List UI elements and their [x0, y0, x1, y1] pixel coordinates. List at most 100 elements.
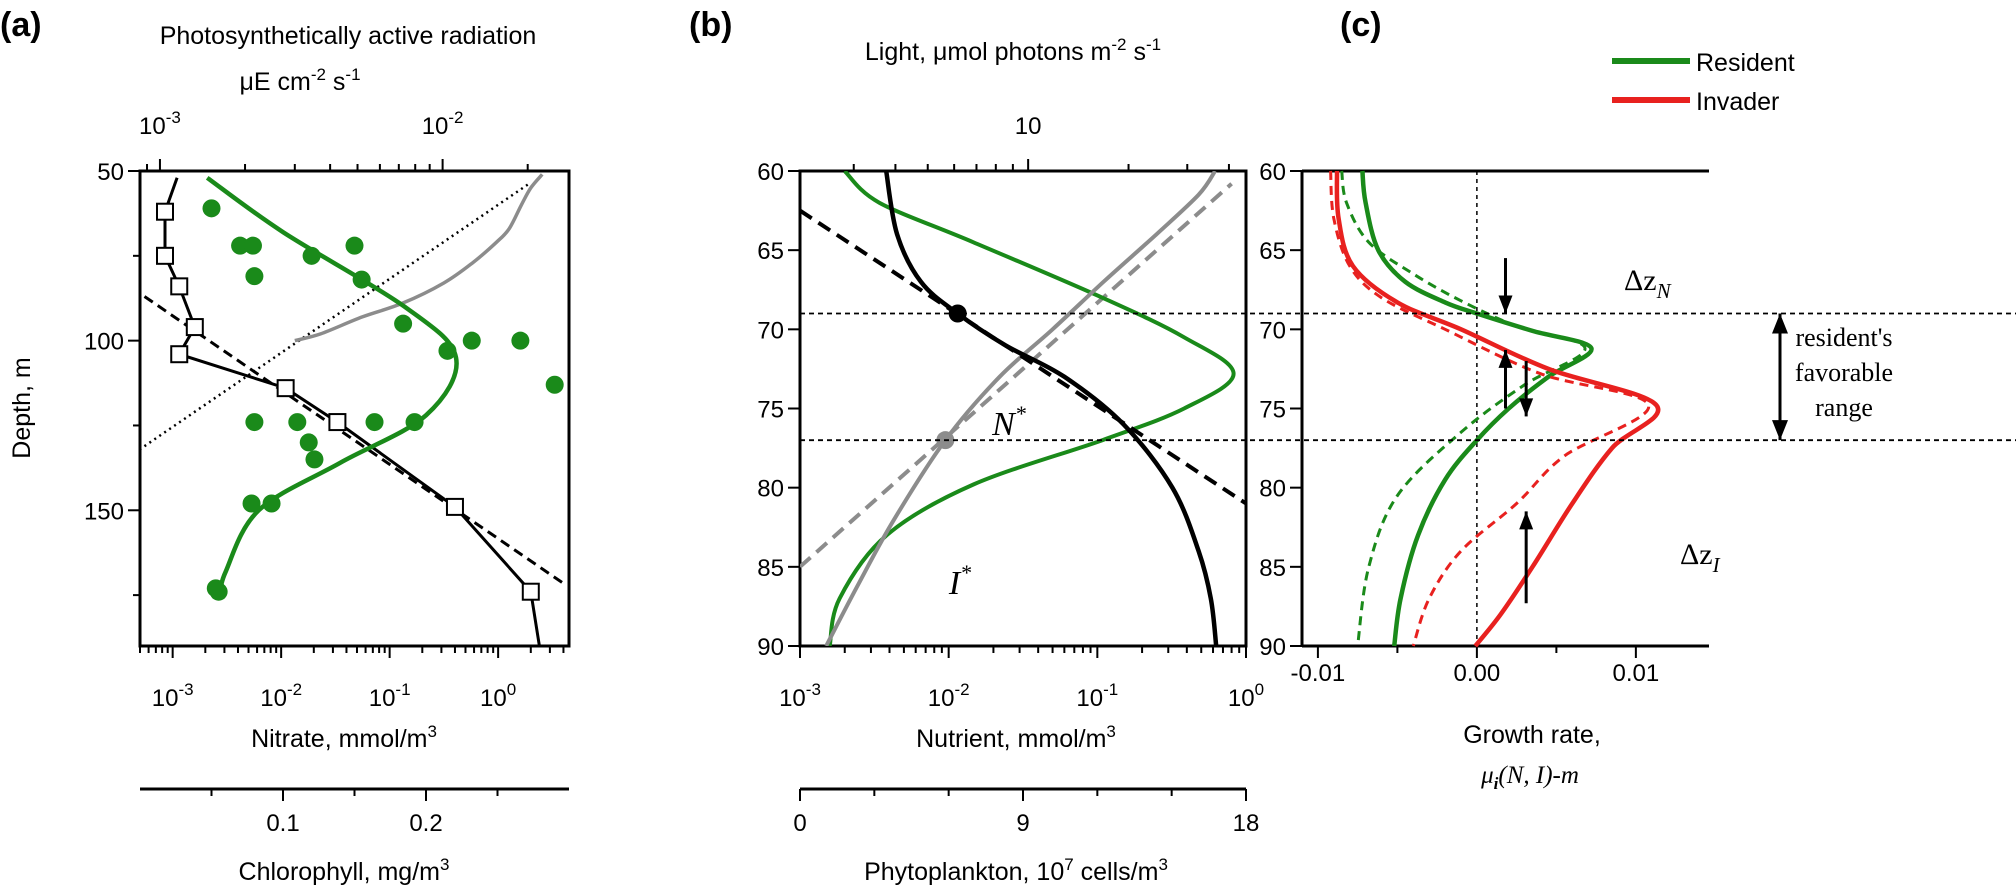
nitrate-point: [156, 246, 175, 265]
panel-a-chlorophyll-label: Chlorophyll, mg/m3: [239, 855, 450, 886]
par-tick-label: 10-3: [139, 108, 181, 140]
chlorophyll-point: [243, 236, 262, 255]
range-label-line2: favorable: [1795, 358, 1893, 387]
chlorophyll-point: [299, 433, 318, 452]
nutrient-tick-label: 100: [1228, 680, 1264, 712]
dz-i-arrow-down-head: [1519, 398, 1534, 417]
depth-tick-label: 60: [1259, 159, 1286, 186]
favorable-range-arrow: [1772, 313, 1788, 441]
panel-c-growth-ticks: -0.01 0.00 0.01: [1291, 646, 1660, 687]
dz-n-label: ΔzN: [1624, 264, 1672, 303]
depth-tick-label: 85: [1259, 555, 1286, 582]
depth-tick-label: 65: [1259, 238, 1286, 265]
chlorophyll-point: [405, 413, 424, 432]
panel-c-depth-ticks: 60 65 70 75 80 85 90: [1259, 159, 1302, 661]
dz-i-arrow-up: [1519, 511, 1534, 604]
nutrient-tick-label: 10-3: [779, 680, 821, 712]
panel-c-label: (c): [1340, 6, 1382, 44]
nitrate-tick-label: 10-3: [152, 680, 194, 712]
phytoplankton-tick-label: 0: [793, 810, 806, 837]
panel-a-top-axis-label-line1: Photosynthetically active radiation: [160, 22, 537, 50]
depth-tick-label: 60: [757, 159, 784, 186]
nitrate-tick-label: 10-1: [369, 680, 411, 712]
panel-a-top-axis-label-line2: μE cm-2 s-1: [239, 65, 360, 96]
range-label-line3: range: [1815, 393, 1873, 422]
nitrate-point: [170, 345, 189, 364]
favorable-range-head-bottom: [1772, 420, 1788, 441]
growth-tick-label: 0.01: [1613, 660, 1660, 687]
panel-a-plot: [140, 173, 567, 646]
resident-solid-line: [1360, 170, 1594, 647]
chlorophyll-point: [302, 246, 321, 265]
depth-tick-label: 75: [757, 397, 784, 424]
dz-i-label: ΔzI: [1680, 538, 1721, 577]
chlorophyll-point: [305, 450, 324, 469]
phytoplankton-tick-label: 18: [1233, 810, 1260, 837]
depth-tick-label: 75: [1259, 397, 1286, 424]
nitrate-point: [521, 582, 540, 601]
panel-b-top-axis-label: Light, μmol photons m-2 s-1: [865, 35, 1161, 66]
panel-b-i-star-label: I*: [948, 560, 971, 602]
growth-tick-label: -0.01: [1291, 660, 1346, 687]
nitrate-tick-label: 10-2: [260, 680, 302, 712]
chlorophyll-point: [245, 413, 264, 432]
nutrient-tick-label: 10-2: [928, 680, 970, 712]
panel-a-frame: [138, 169, 571, 648]
panel-c-annotations: ΔzN ΔzI resident's favorable range: [1624, 264, 1893, 577]
chlorophyll-point: [394, 314, 413, 333]
nutrient-tick-label: 10-1: [1076, 680, 1118, 712]
panel-b-nutrient-ticks: 10-3 10-2 10-1 100: [779, 646, 1264, 712]
panel-c-x-label-line2: μi(N, I)-m: [1480, 762, 1579, 793]
nitrate-trend-line: [143, 295, 567, 587]
par-observed-line: [294, 173, 544, 343]
panel-a-depth-label: Depth, m: [8, 357, 36, 458]
panel-b-label: (b): [689, 6, 732, 44]
light-trend-line: [800, 182, 1233, 569]
nitrate-point: [445, 497, 464, 516]
nutrient-line: [883, 171, 1219, 646]
panel-b-nutrient-label: Nutrient, mmol/m3: [916, 722, 1116, 753]
panel-b-phytoplankton-ticks: 0 9 18: [793, 789, 1259, 837]
dz-n-arrow-down: [1498, 258, 1513, 314]
dz-i-arrow-down: [1519, 361, 1534, 417]
chlorophyll-point: [462, 331, 481, 350]
panel-c-marks: [1329, 170, 1788, 648]
panel-b-phytoplankton-label: Phytoplankton, 107 cells/m3: [864, 855, 1168, 886]
legend-resident-label: Resident: [1696, 49, 1795, 77]
chlorophyll-point: [245, 267, 264, 286]
depth-tick-label: 85: [757, 555, 784, 582]
panel-a-chlorophyll-ticks: 0.1 0.2: [210, 789, 499, 837]
panel-b-n-star-label: N*: [991, 401, 1026, 443]
dz-n-arrow-up-head: [1498, 349, 1513, 368]
nitrate-tick-label: 100: [480, 680, 516, 712]
panel-c-legend: Resident Invader: [1612, 49, 1795, 116]
nitrate-point: [185, 318, 204, 337]
panel-b: (b) Light, μmol photons m-2 s-1 10 60 65 7…: [689, 6, 1264, 886]
chlorophyll-point: [511, 331, 530, 350]
panel-a-depth-ticks: 50 100 150: [84, 159, 140, 597]
chlorophyll-point: [242, 494, 261, 513]
nitrate-point: [170, 277, 189, 296]
depth-tick-label: 100: [84, 329, 124, 356]
light-tick-label: 10: [1015, 113, 1042, 140]
dz-i-arrow-up-head: [1519, 511, 1534, 530]
chlorophyll-point: [288, 413, 307, 432]
panel-c-x-label-line1: Growth rate,: [1463, 721, 1601, 749]
chlorophyll-point: [365, 413, 384, 432]
panel-a-marks: [140, 173, 567, 646]
chlorophyll-tick-label: 0.2: [409, 810, 442, 837]
depth-tick-label: 90: [1259, 634, 1286, 661]
chlorophyll-point: [231, 236, 250, 255]
depth-tick-label: 70: [757, 317, 784, 344]
par-tick-label: 10-2: [422, 108, 464, 140]
nitrate-point: [156, 202, 175, 221]
chlorophyll-point: [545, 375, 564, 394]
legend-invader-label: Invader: [1696, 88, 1779, 116]
range-label-line1: resident's: [1795, 323, 1892, 352]
panel-b-top-ticks: 10: [852, 113, 1230, 171]
chlorophyll-point: [206, 579, 225, 598]
depth-tick-label: 65: [757, 238, 784, 265]
chlorophyll-point: [438, 341, 457, 360]
dz-n-arrow-down-head: [1498, 295, 1513, 314]
